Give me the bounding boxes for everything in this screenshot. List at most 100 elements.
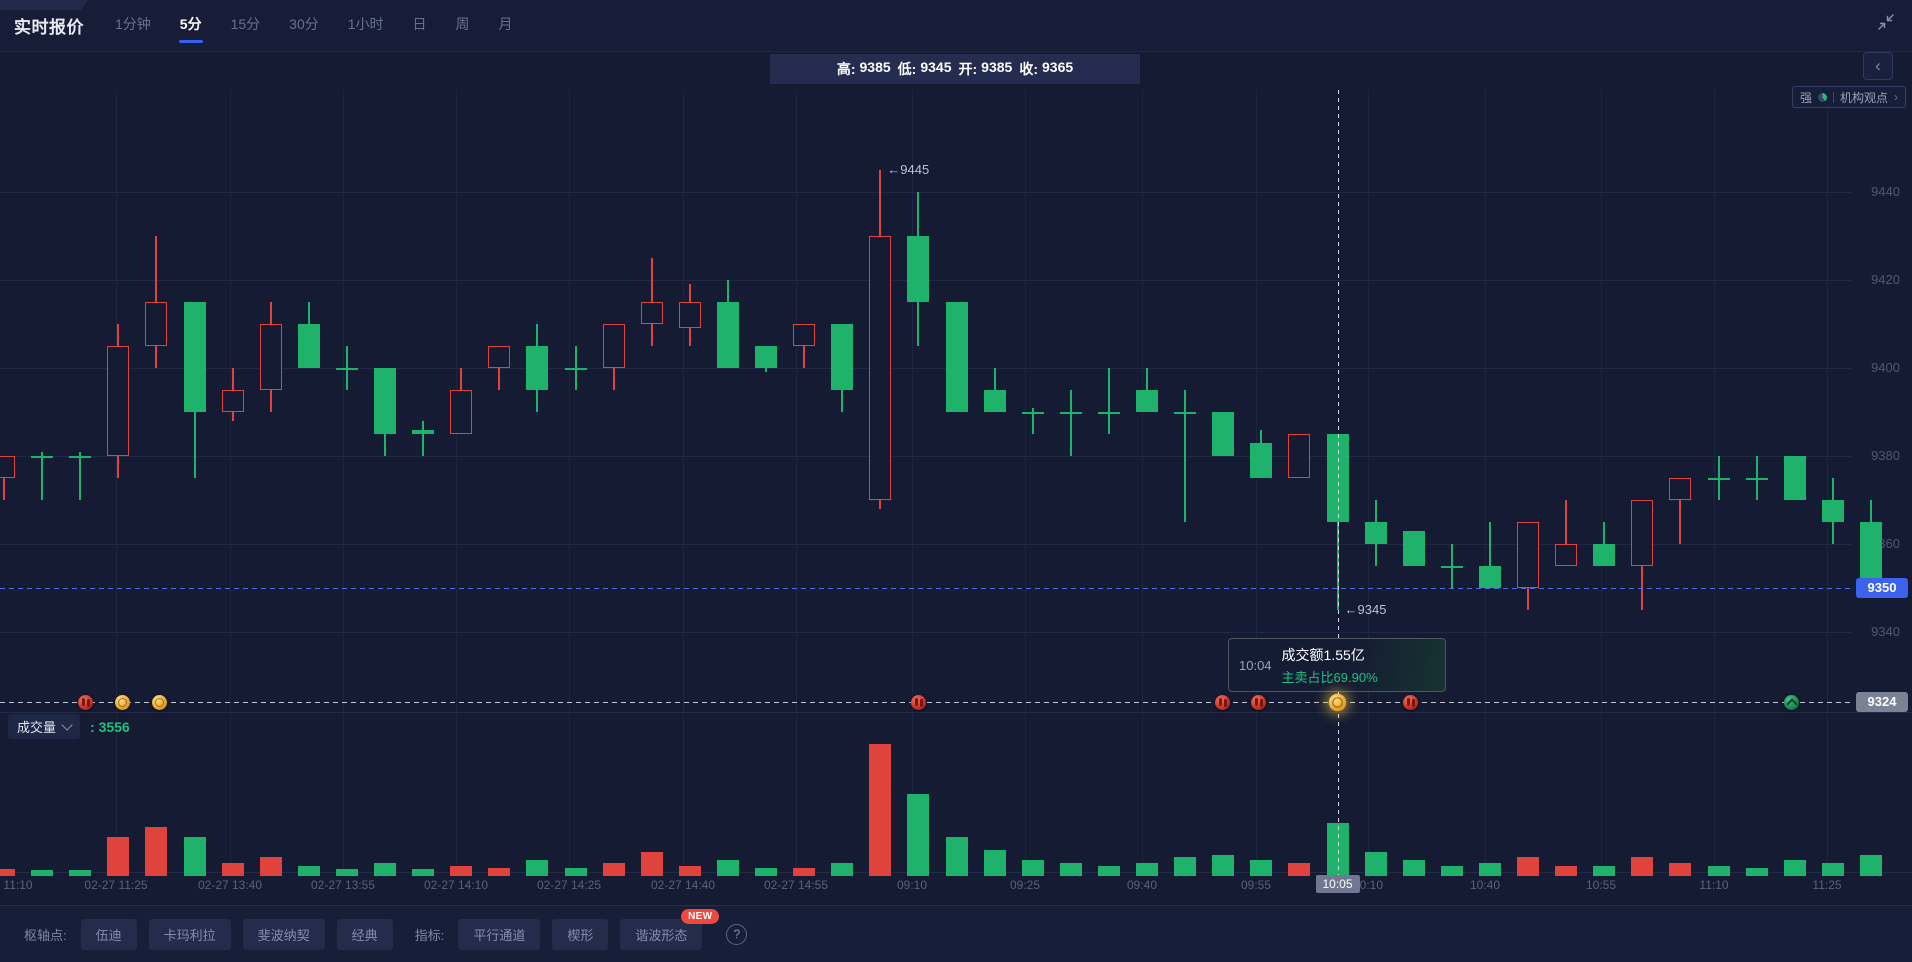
candlestick[interactable]: [640, 302, 663, 324]
indicator-button-谐波形态[interactable]: 谐波形态 NEW: [620, 908, 720, 950]
tab-5分[interactable]: 5分: [178, 6, 203, 46]
volume-bar[interactable]: [564, 868, 587, 876]
volume-bar[interactable]: [1021, 860, 1044, 876]
volume-bar[interactable]: [640, 852, 663, 876]
candlestick[interactable]: [1783, 456, 1806, 500]
flame-marker-icon[interactable]: [1403, 695, 1418, 711]
volume-bar[interactable]: [69, 870, 92, 876]
tab-周[interactable]: 周: [455, 15, 470, 32]
volume-bar[interactable]: [488, 868, 511, 876]
candlestick[interactable]: [1631, 500, 1654, 566]
volume-bar[interactable]: [1440, 865, 1463, 876]
volume-bar[interactable]: [831, 862, 854, 876]
candlestick[interactable]: [1707, 478, 1730, 480]
candlestick[interactable]: [335, 368, 358, 370]
pivot-button-伍迪[interactable]: 伍迪: [80, 918, 137, 950]
candlestick[interactable]: [907, 236, 930, 302]
candlestick[interactable]: [1212, 412, 1235, 456]
candlestick[interactable]: [145, 302, 168, 346]
candlestick[interactable]: [374, 368, 396, 434]
volume-bar[interactable]: [1097, 865, 1120, 876]
volume-bar[interactable]: [983, 849, 1006, 876]
volume-bar[interactable]: [1136, 862, 1158, 876]
candlestick[interactable]: [869, 236, 892, 500]
volume-bar[interactable]: [145, 826, 168, 876]
tab-15分[interactable]: 15分: [230, 15, 261, 32]
volume-bar[interactable]: [793, 868, 816, 876]
candlestick[interactable]: [0, 456, 15, 478]
candlestick[interactable]: [1517, 522, 1539, 588]
volume-bar[interactable]: [1250, 860, 1273, 876]
volume-bar[interactable]: [678, 865, 701, 876]
volume-bar[interactable]: [1745, 868, 1768, 876]
pivot-button-斐波纳契[interactable]: 斐波纳契: [242, 918, 325, 950]
help-button[interactable]: ?: [726, 923, 748, 945]
volume-bar[interactable]: [1859, 855, 1882, 876]
candlestick[interactable]: [1288, 434, 1311, 478]
candlestick[interactable]: [1364, 522, 1387, 544]
volume-bar[interactable]: [1631, 857, 1654, 876]
volume-bar[interactable]: [1212, 855, 1235, 876]
candlestick[interactable]: [678, 302, 701, 329]
candlestick[interactable]: [1174, 412, 1197, 414]
volume-bar[interactable]: [1478, 862, 1501, 876]
volume-bar[interactable]: [107, 837, 130, 876]
volume-bar[interactable]: [374, 862, 396, 876]
volume-bar[interactable]: [1555, 865, 1578, 876]
candlestick[interactable]: [602, 324, 625, 368]
volume-bar[interactable]: [907, 793, 930, 876]
candlestick[interactable]: [183, 302, 206, 412]
volume-bar[interactable]: [412, 869, 435, 876]
volume-bar[interactable]: [1707, 865, 1730, 876]
volume-bar[interactable]: [297, 865, 320, 876]
tab-30分[interactable]: 30分: [289, 15, 319, 32]
candlestick[interactable]: [450, 390, 473, 434]
pivot-button-经典[interactable]: 经典: [336, 918, 393, 950]
candlestick[interactable]: [297, 324, 320, 368]
volume-bar[interactable]: [1783, 860, 1806, 876]
tab-1分钟[interactable]: 1分钟: [115, 15, 151, 32]
volume-bar[interactable]: [0, 868, 15, 876]
candlestick[interactable]: [488, 346, 511, 368]
volume-bar[interactable]: [1517, 857, 1539, 876]
candlestick[interactable]: [716, 302, 739, 368]
candlestick[interactable]: [793, 324, 816, 346]
candlestick[interactable]: [412, 429, 435, 434]
volume-bar[interactable]: [945, 837, 968, 876]
volume-indicator-dropdown[interactable]: 成交量: [8, 714, 81, 739]
candlestick[interactable]: [1593, 544, 1616, 566]
tab-月[interactable]: 月: [498, 15, 513, 32]
candlestick[interactable]: [259, 324, 282, 390]
candlestick[interactable]: [1097, 412, 1120, 414]
indicator-button-平行通道[interactable]: 平行通道: [458, 918, 541, 950]
volume-bar[interactable]: [183, 837, 206, 876]
tab-1小时[interactable]: 1小时: [347, 15, 384, 32]
volume-bar[interactable]: [755, 868, 777, 876]
flame-marker-icon[interactable]: [78, 695, 93, 711]
volume-bar[interactable]: [1364, 852, 1387, 876]
candlestick[interactable]: [31, 456, 54, 458]
indicator-button-楔形[interactable]: 楔形: [552, 918, 609, 950]
volume-bar[interactable]: [1059, 862, 1082, 876]
collapse-panel-button[interactable]: ‹: [1863, 52, 1893, 80]
arrow-up-marker-icon[interactable]: [1784, 695, 1799, 711]
candlestick[interactable]: [1059, 412, 1082, 414]
volume-bar[interactable]: [526, 860, 549, 876]
volume-bar[interactable]: [602, 862, 625, 876]
volume-bar[interactable]: [31, 869, 54, 876]
volume-bar[interactable]: [1402, 860, 1425, 876]
coin-marker-icon[interactable]: [115, 695, 130, 711]
volume-bar[interactable]: [259, 857, 282, 876]
candlestick[interactable]: [107, 346, 130, 456]
candlestick[interactable]: [1859, 522, 1882, 588]
fullscreen-exit-icon[interactable]: [1876, 12, 1896, 32]
flame-marker-icon[interactable]: [1251, 695, 1266, 711]
volume-bar[interactable]: [716, 860, 739, 876]
candlestick[interactable]: [1555, 544, 1578, 566]
candlestick[interactable]: [755, 346, 777, 368]
candlestick[interactable]: [983, 390, 1006, 412]
pivot-button-卡玛利拉[interactable]: 卡玛利拉: [148, 918, 231, 950]
candlestick[interactable]: [1821, 500, 1844, 522]
candlestick[interactable]: [1440, 566, 1463, 568]
candlestick[interactable]: [831, 324, 854, 390]
